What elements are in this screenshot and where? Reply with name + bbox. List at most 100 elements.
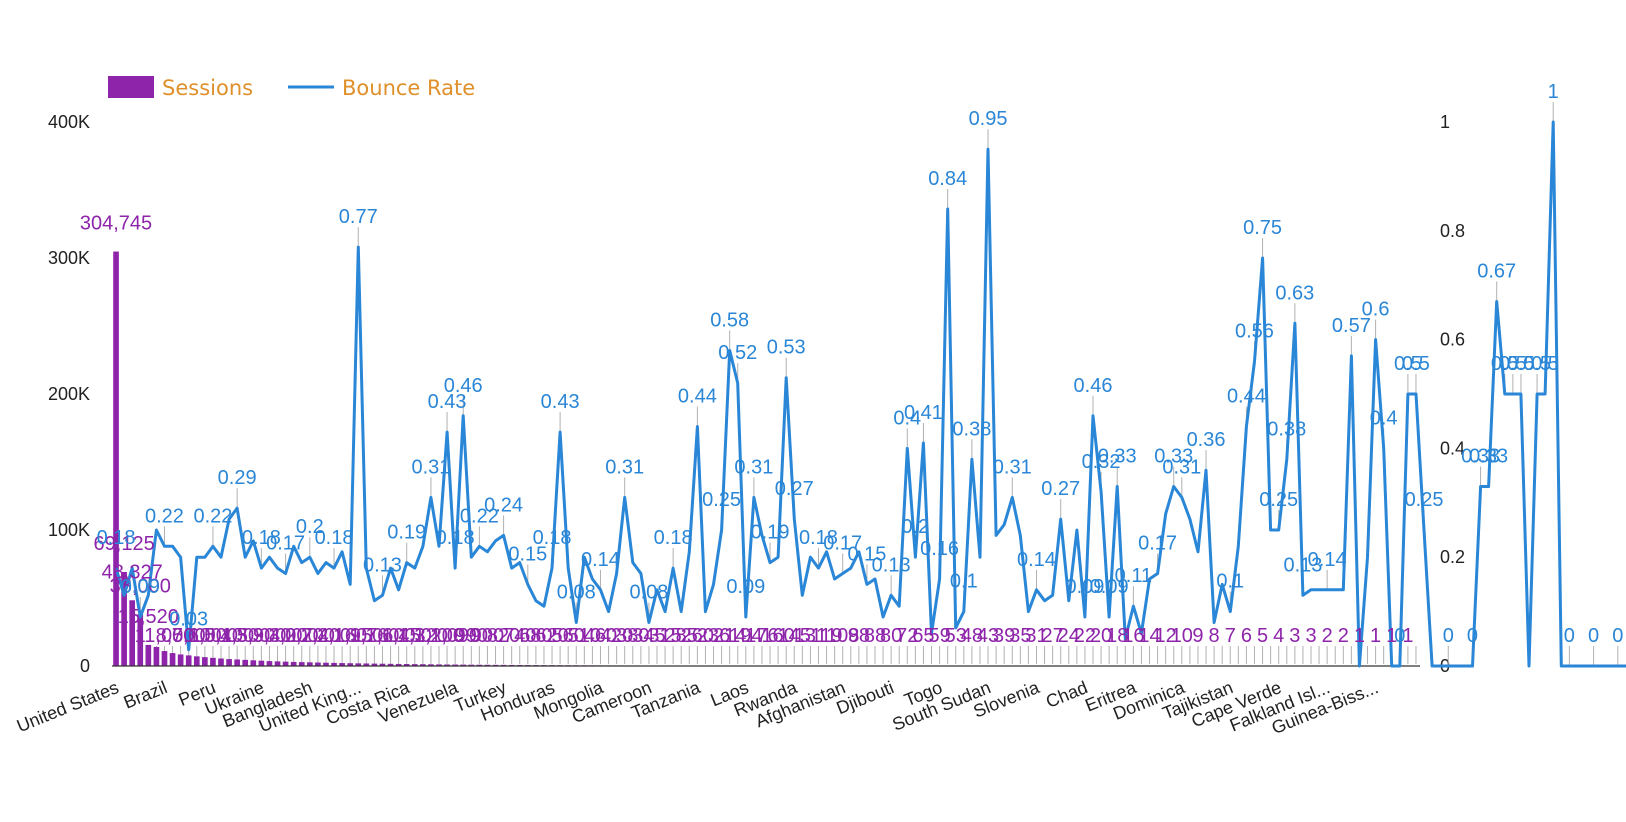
sessions-bar <box>137 614 144 666</box>
bounce-rate-data-label: 0.36 <box>1187 429 1226 451</box>
bounce-rate-data-label: 1 <box>1548 81 1559 103</box>
sessions-data-label: 1,200 <box>414 625 464 647</box>
sessions-data-label: 1,600 <box>366 625 416 647</box>
sessions-data-label: 304,745 <box>80 213 152 235</box>
y-right-tick: 0.6 <box>1440 330 1465 350</box>
sessions-data-label: 3 <box>1305 625 1316 647</box>
bounce-rate-data-label: 0.5 <box>1394 353 1422 375</box>
sessions-data-label: 1 <box>1386 625 1397 647</box>
sessions-data-label: 8,500 <box>156 625 206 647</box>
sessions-data-label: 20 <box>1090 625 1112 647</box>
bounce-rate-data-label: 0.18 <box>242 527 281 549</box>
bounce-rate-data-label: 0.18 <box>533 527 572 549</box>
bounce-rate-data-label: 0.14 <box>581 549 620 571</box>
bounce-rate-data-label: 0.67 <box>1477 261 1516 283</box>
sessions-data-label: 345 <box>632 625 665 647</box>
sessions-bar <box>331 662 337 666</box>
y-left-tick: 100K <box>48 520 90 540</box>
y-right-tick: 0.2 <box>1440 547 1465 567</box>
bounce-rate-data-label: 0.1 <box>1216 571 1244 593</box>
sessions-bar <box>193 656 200 666</box>
sessions-bar <box>436 664 442 666</box>
x-tick-label: Chad <box>1043 677 1090 712</box>
bounce-rate-data-label: 0.25 <box>1259 489 1298 511</box>
bounce-rate-data-label: 0.38 <box>1267 418 1306 440</box>
sessions-data-label: 460 <box>584 625 617 647</box>
y-right-tick: 1 <box>1440 112 1450 132</box>
bounce-rate-data-label: 0.43 <box>541 391 580 413</box>
bounce-rate-data-label: 0.43 <box>428 391 467 413</box>
sessions-data-label: 740 <box>503 625 536 647</box>
bounce-rate-data-label: 0.13 <box>363 554 402 576</box>
sessions-bar <box>266 661 273 666</box>
sessions-bar <box>226 659 232 666</box>
sessions-data-label: 1 <box>1370 625 1381 647</box>
sessions-data-label: 820 <box>487 625 520 647</box>
sessions-bar <box>129 600 136 666</box>
bounce-rate-data-label: 0.09 <box>1065 576 1104 598</box>
sessions-data-label: 43 <box>977 625 999 647</box>
sessions-bar <box>379 663 386 666</box>
sessions-data-label: 38,000 <box>110 575 171 597</box>
sessions-data-label: 65 <box>912 625 934 647</box>
sessions-data-label: 380 <box>616 625 649 647</box>
bounce-rate-data-label: 0.19 <box>387 522 426 544</box>
sessions-bar <box>387 663 394 666</box>
bounce-rate-data-label: 0.08 <box>629 581 668 603</box>
sessions-data-label: 6 <box>1241 625 1252 647</box>
bounce-rate-data-label: 0.44 <box>1227 386 1266 408</box>
bounce-rate-data-label: 0.52 <box>718 342 757 364</box>
sessions-data-label: 108 <box>826 625 859 647</box>
sessions-bar <box>250 660 257 666</box>
sessions-data-label: 285 <box>665 625 698 647</box>
sessions-bar <box>347 663 354 666</box>
x-axis-labels: United States Brazil PeruUkraineBangladesh… <box>14 677 1381 738</box>
sessions-bar <box>218 658 224 666</box>
sessions-bar <box>290 661 297 666</box>
sessions-data-label: 39 <box>993 625 1015 647</box>
sessions-data-label: 22 <box>1074 625 1096 647</box>
legend-label-bounce-rate: Bounce Rate <box>342 76 475 100</box>
sessions-data-label: 12 <box>1155 625 1177 647</box>
bounce-rate-data-label: 0.13 <box>872 554 911 576</box>
sessions-data-label: 900 <box>471 625 504 647</box>
sessions-data-label: 48,327 <box>102 561 163 583</box>
bounce-rate-data-label: 0.5 <box>1499 353 1527 375</box>
bounce-rate-data-label: 0.33 <box>1469 445 1508 467</box>
bounce-rate-data-label: 0.5 <box>1507 353 1535 375</box>
sessions-data-label: 6,000 <box>188 625 238 647</box>
bounce-rate-data-label: 0.14 <box>1017 549 1056 571</box>
sessions-data-label: 4,500 <box>220 625 270 647</box>
y-axis-right: 0 0.2 0.4 0.6 0.8 1 <box>1440 112 1465 676</box>
sessions-data-label: 80 <box>880 625 902 647</box>
sessions-data-label: 160 <box>761 625 794 647</box>
bounce-rate-data-label: 0.31 <box>1162 456 1201 478</box>
bounce-rate-data-label: 0.84 <box>928 168 967 190</box>
sessions-data-label: 1,760 <box>349 625 399 647</box>
bounce-rate-data-label: 0.17 <box>823 533 862 555</box>
bounce-rate-data-label: 0.58 <box>710 309 749 331</box>
bounce-rate-data-label: 0.31 <box>993 456 1032 478</box>
bounce-rate-data-label: 0.2 <box>296 516 324 538</box>
bounce-rate-data-label: 0.77 <box>339 206 378 228</box>
sessions-data-label: 11,000 <box>135 625 195 647</box>
bounce-rate-data-label: 0.6 <box>1362 299 1390 321</box>
sessions-data-label: 2 <box>1322 625 1333 647</box>
x-tick-label: Brazil <box>121 677 170 712</box>
bounce-rate-data-label: 0.5 <box>1491 353 1519 375</box>
sessions-bar <box>145 644 152 666</box>
sessions-data-label: 88 <box>864 625 886 647</box>
y-left-tick: 300K <box>48 248 90 268</box>
sessions-bar <box>484 664 491 666</box>
bounce-rate-data-label: 0.2 <box>901 516 929 538</box>
bounce-rate-data-label: 0.29 <box>218 467 257 489</box>
sessions-data-label: 16 <box>1122 625 1144 647</box>
bounce-rate-data-label: 0.38 <box>952 418 991 440</box>
bounce-rate-data-label: 0.33 <box>1154 445 1193 467</box>
sessions-data-label: 53 <box>945 625 967 647</box>
bounce-rate-data-label: 0.1 <box>950 571 978 593</box>
sessions-bar <box>420 664 426 666</box>
bounce-rate-data-label: 0.13 <box>1283 554 1322 576</box>
sessions-bar <box>428 664 434 666</box>
